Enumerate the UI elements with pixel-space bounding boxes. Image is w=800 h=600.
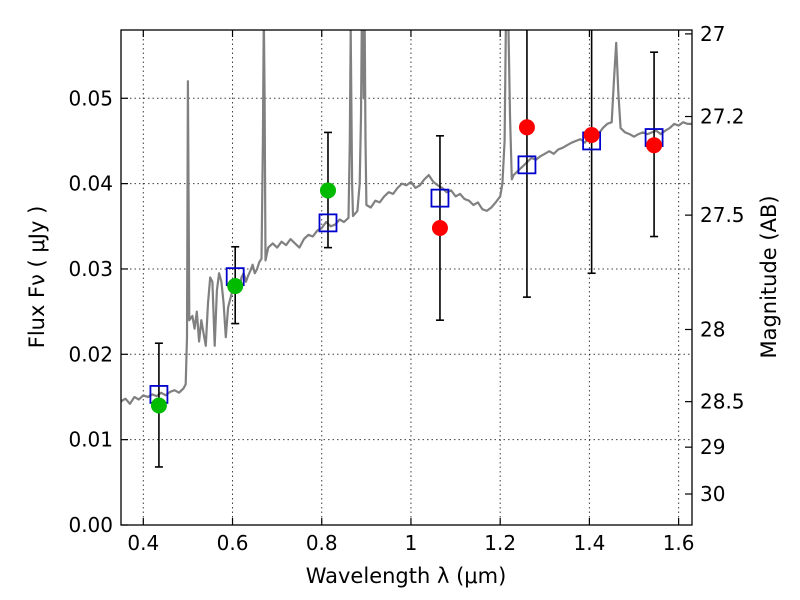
axes-box xyxy=(120,29,693,526)
grid-layer xyxy=(121,30,692,526)
x-tick-label: 1.6 xyxy=(663,531,695,555)
right-tick-label: 28 xyxy=(700,317,725,341)
x-axis-title: Wavelength λ (μm) xyxy=(306,564,507,588)
x-tick-label: 1.4 xyxy=(573,531,605,555)
model-square xyxy=(318,213,338,233)
y-tick-label: 0.03 xyxy=(68,257,113,281)
error-bar xyxy=(522,30,531,298)
y-axis-title: Flux Fν ( μJy ) xyxy=(25,206,49,349)
observation-point xyxy=(319,182,336,199)
observation-point xyxy=(583,126,600,143)
y-tick-label: 0.04 xyxy=(68,172,113,196)
right-tick-label: 30 xyxy=(700,482,725,506)
y-tick-label: 0.02 xyxy=(68,342,113,366)
x-tick-label: 1.2 xyxy=(484,531,516,555)
observation-point xyxy=(431,220,448,236)
right-tick-label: 27.5 xyxy=(700,203,745,227)
plot-area xyxy=(121,30,692,468)
right-axis-title: Magnitude (AB) xyxy=(757,195,781,358)
observation-point xyxy=(150,397,167,414)
x-tick-label: 0.6 xyxy=(217,531,249,555)
model-square xyxy=(430,188,450,208)
x-tick-label: 0.4 xyxy=(127,531,159,555)
right-tick-label: 28.5 xyxy=(700,390,745,414)
tick-layer: 0.4 0.6 0.8 1 1.2 1.4 1.6 0.00 0.01 0.02 0.03 0.04 0… xyxy=(68,22,744,555)
right-tick-label: 29 xyxy=(700,435,725,459)
x-tick-label: 1 xyxy=(405,531,418,555)
y-tick-label: 0.01 xyxy=(68,428,113,452)
observation-point xyxy=(646,137,663,154)
plot-frame xyxy=(120,29,693,526)
y-tick-label: 0.05 xyxy=(68,86,113,110)
spectrum-line xyxy=(121,30,692,405)
x-tick-label: 0.8 xyxy=(306,531,338,555)
y-tick-label: 0.00 xyxy=(68,513,113,537)
observation-point xyxy=(518,119,535,136)
model-square xyxy=(517,155,537,175)
right-tick-label: 27.2 xyxy=(700,105,745,129)
right-tick-label: 27 xyxy=(700,22,725,46)
observation-point xyxy=(227,278,244,295)
